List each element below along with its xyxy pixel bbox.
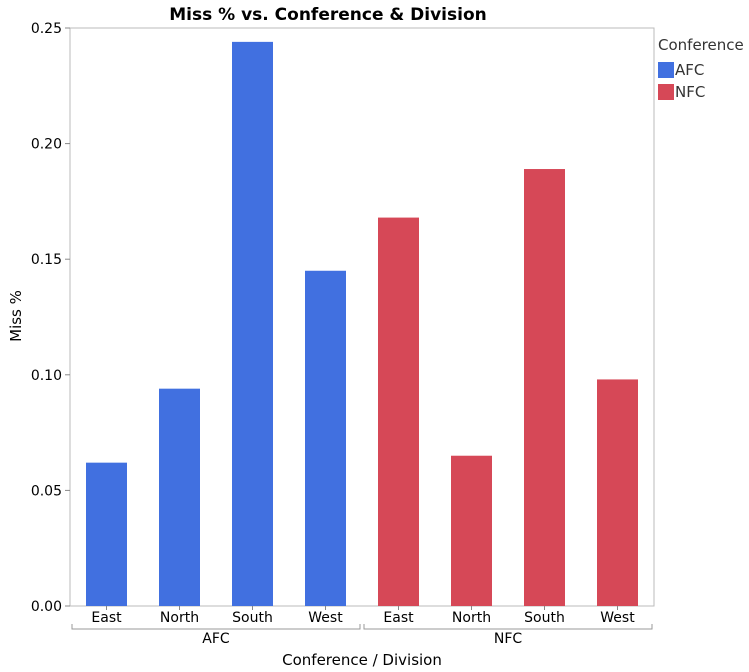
plot-frame bbox=[69, 27, 655, 607]
x-tick-label: East bbox=[91, 610, 122, 626]
x-tick-label: East bbox=[383, 610, 414, 626]
bar-afc-north bbox=[159, 388, 200, 606]
y-tick-label: 0.15 bbox=[31, 252, 62, 268]
y-tick-label: 0.05 bbox=[31, 483, 62, 499]
legend-label-nfc: NFC bbox=[675, 83, 706, 101]
chart-title: Miss % vs. Conference & Division bbox=[169, 5, 486, 25]
group-bracket-afc bbox=[71, 624, 361, 630]
bar-nfc-north bbox=[451, 455, 492, 606]
bar-nfc-south bbox=[524, 169, 565, 607]
legend-swatch-afc bbox=[658, 62, 674, 78]
y-tick-label: 0.20 bbox=[31, 137, 62, 153]
legend-label-afc: AFC bbox=[675, 61, 705, 79]
group-label-afc: AFC bbox=[202, 631, 230, 647]
legend-title: Conference bbox=[658, 36, 744, 54]
y-axis-label: Miss % bbox=[7, 290, 25, 342]
y-tick-label: 0.00 bbox=[31, 599, 62, 615]
legend-item-nfc[interactable]: NFC bbox=[658, 81, 744, 103]
x-tick-label: North bbox=[160, 610, 199, 626]
x-tick-label: North bbox=[452, 610, 491, 626]
y-axis: 0.00 0.05 0.10 0.15 0.20 0.25 bbox=[31, 21, 70, 615]
group-bracket-nfc bbox=[363, 624, 653, 630]
bar-afc-east bbox=[86, 462, 127, 606]
bars bbox=[86, 41, 638, 607]
x-tick-label: South bbox=[524, 610, 565, 626]
x-axis-label: Conference / Division bbox=[282, 651, 442, 669]
bar-nfc-west bbox=[597, 379, 638, 606]
x-tick-label: South bbox=[232, 610, 273, 626]
y-tick-label: 0.10 bbox=[31, 368, 62, 384]
bar-afc-west bbox=[305, 270, 346, 606]
x-tick-label: West bbox=[308, 610, 343, 626]
legend-swatch-nfc bbox=[658, 84, 674, 100]
x-axis: East North South West AFC East North South West N… bbox=[71, 606, 653, 647]
group-label-nfc: NFC bbox=[494, 631, 523, 647]
bar-afc-south bbox=[232, 41, 273, 606]
x-tick-label: West bbox=[600, 610, 635, 626]
legend: Conference AFC NFC bbox=[658, 36, 744, 103]
legend-item-afc[interactable]: AFC bbox=[658, 59, 744, 81]
bar-nfc-east bbox=[378, 217, 419, 607]
y-tick-label: 0.25 bbox=[31, 21, 62, 37]
